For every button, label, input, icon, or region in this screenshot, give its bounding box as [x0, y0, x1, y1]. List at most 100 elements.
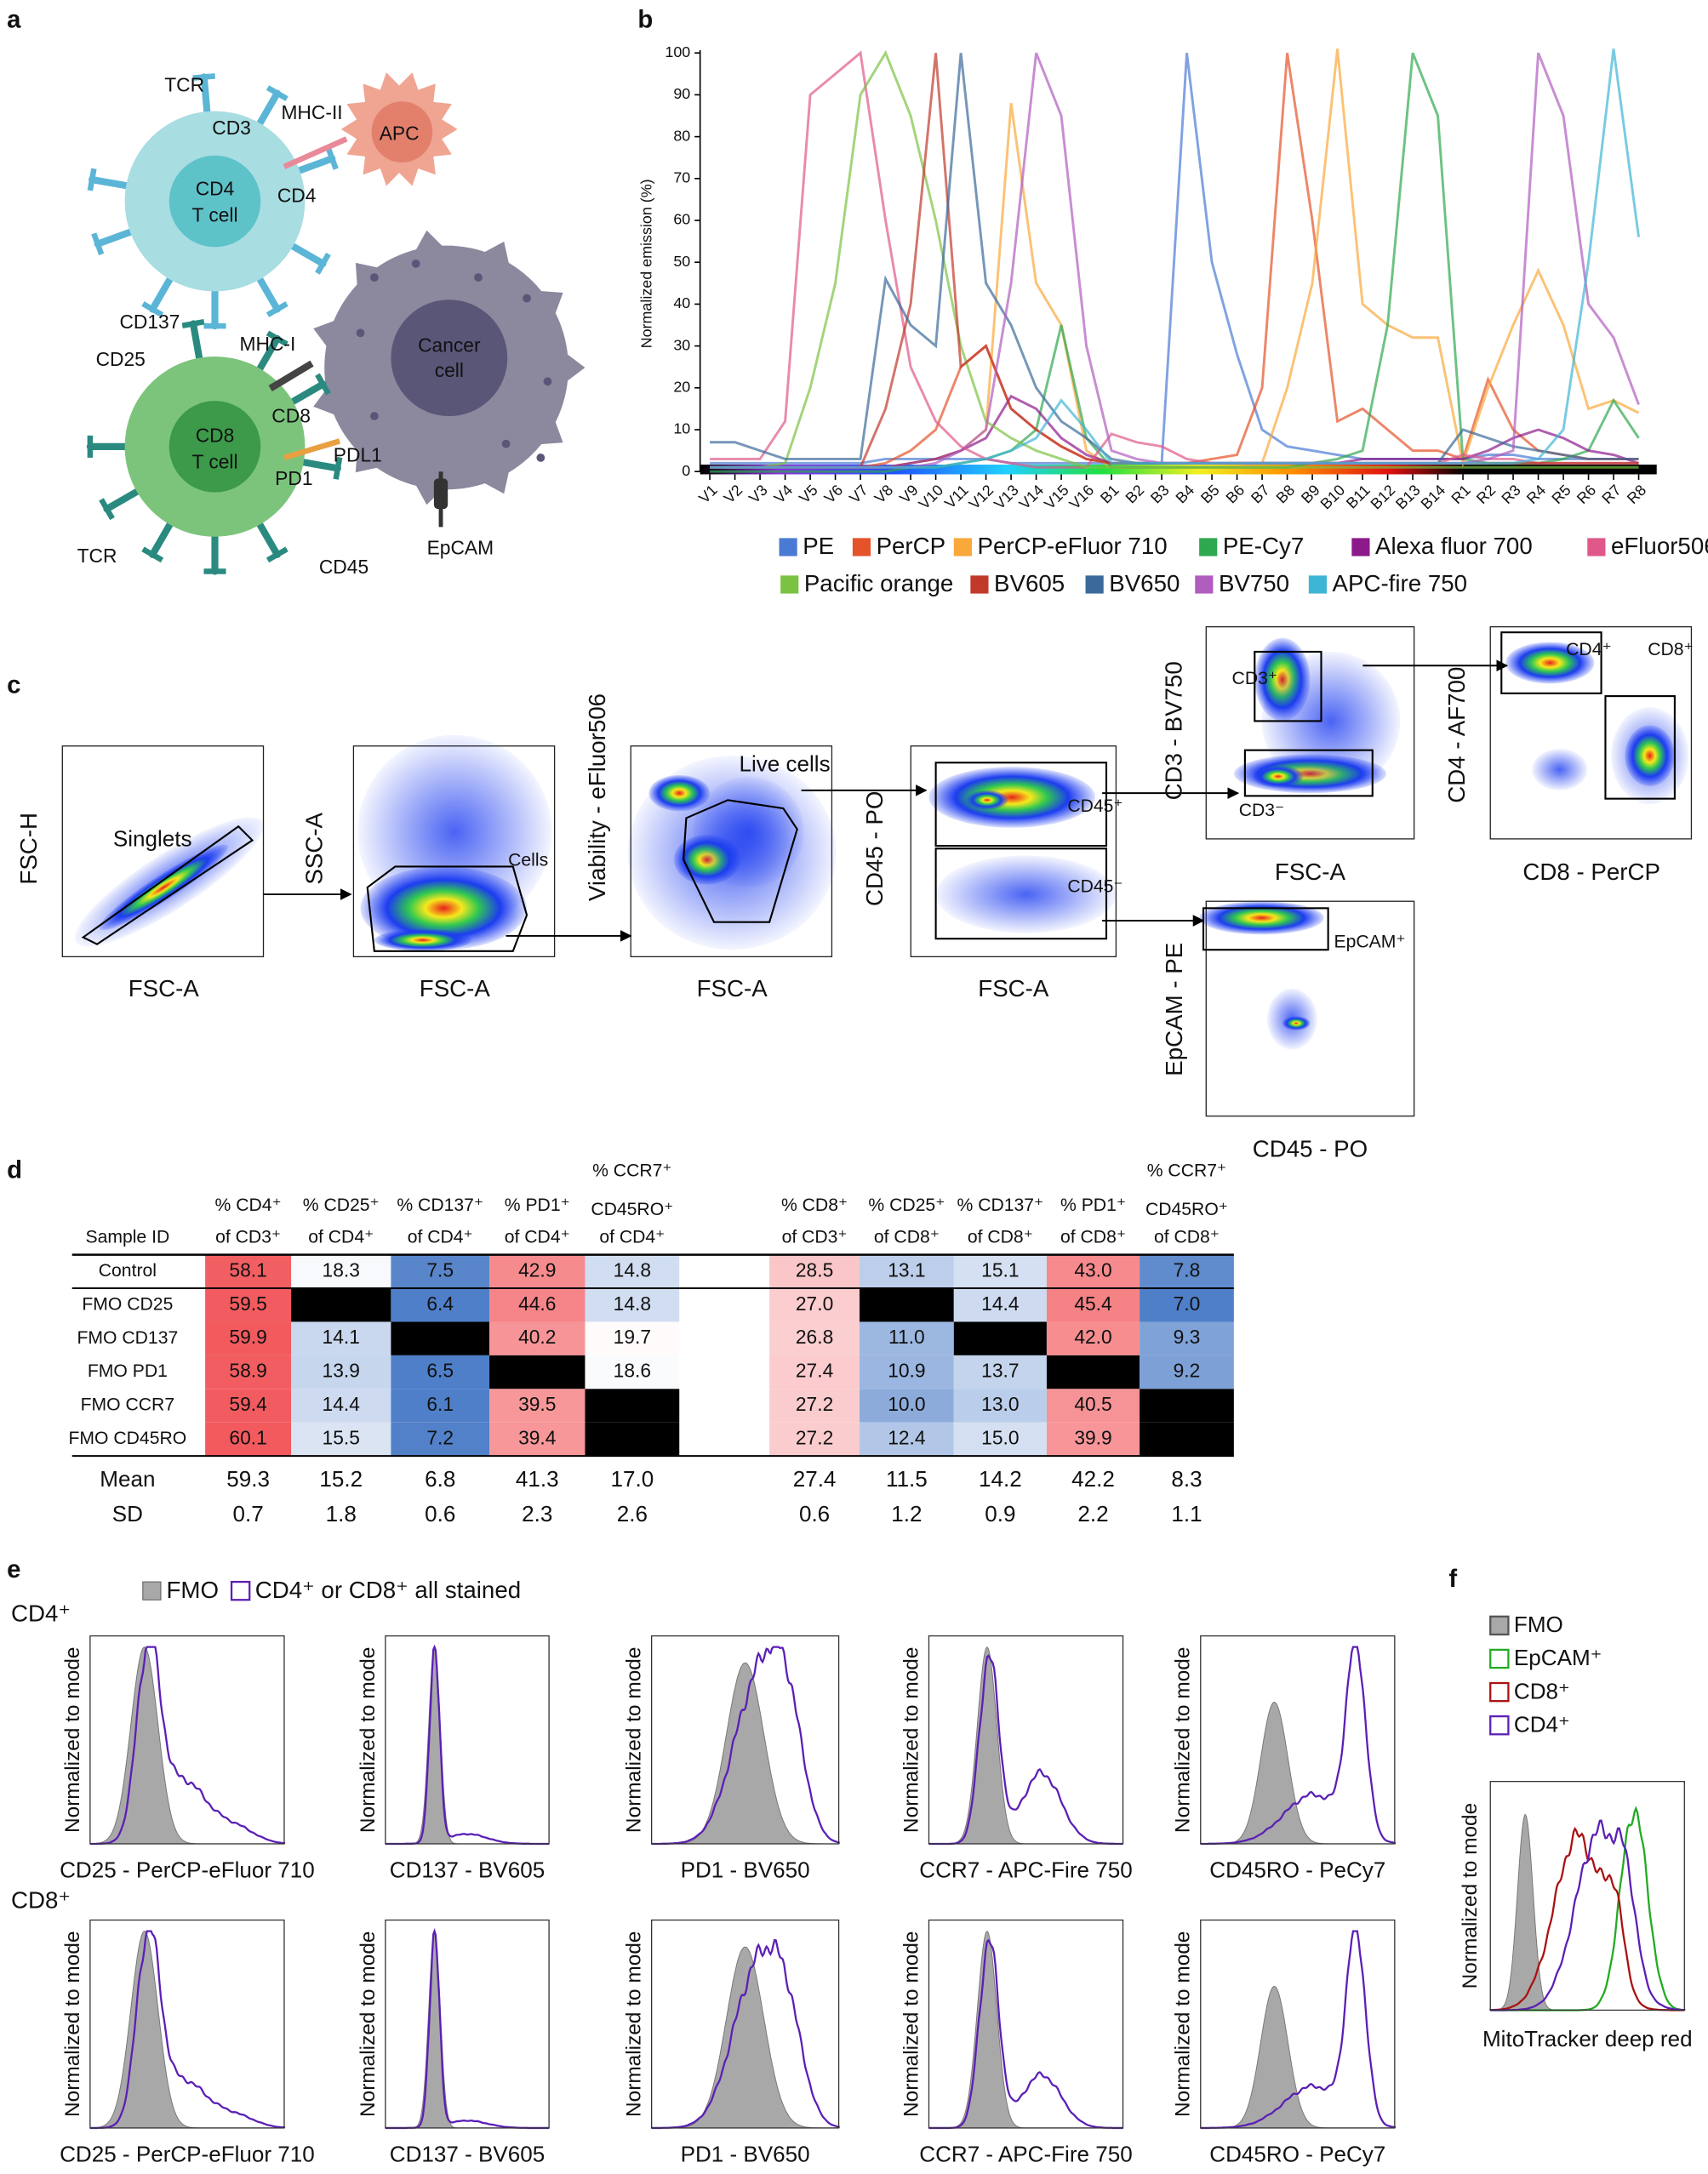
pd1-link	[283, 438, 341, 461]
table-cell	[291, 1254, 391, 1289]
table-value: 39.9	[1074, 1426, 1111, 1448]
legend-swatch	[142, 1581, 162, 1601]
table-cell	[953, 1422, 1047, 1457]
legend-swatch	[230, 1580, 251, 1601]
marker-label: TCR	[77, 545, 117, 567]
summary-value: 0.6	[799, 1501, 830, 1526]
stained-histogram	[1200, 1646, 1396, 1846]
plot-frame	[1205, 626, 1415, 840]
receptor-head	[141, 546, 164, 563]
table-value: 6.1	[426, 1393, 454, 1415]
receptor-head	[333, 456, 343, 480]
table-cell	[205, 1422, 292, 1457]
table-value: 59.9	[229, 1326, 266, 1348]
x-tick-label: B2	[1122, 482, 1148, 507]
x-tick-label: B13	[1392, 482, 1424, 513]
table-header: of CD3⁺	[215, 1228, 281, 1247]
table-header: of CD4⁺	[408, 1228, 473, 1247]
legend-swatch	[1489, 1615, 1510, 1636]
table-header: CD45RO⁺	[1145, 1200, 1228, 1219]
x-tick-label: R4	[1523, 482, 1549, 507]
axis-label: FSC-A	[129, 975, 200, 1001]
legend-swatch	[780, 575, 799, 594]
table-cell	[1140, 1422, 1234, 1457]
granule	[411, 259, 420, 268]
table-value: 27.2	[796, 1393, 833, 1415]
legend-label: BV650	[1109, 570, 1180, 596]
legend-swatch	[1308, 575, 1328, 594]
receptor-head	[325, 147, 339, 170]
summary-value: 41.3	[516, 1466, 559, 1492]
x-tick-label: R5	[1548, 482, 1574, 507]
table-cell	[769, 1389, 860, 1423]
fmo-histogram	[89, 1646, 284, 1845]
fmo-histogram	[1490, 1813, 1685, 2011]
marker-label: EpCAM	[427, 536, 494, 558]
table-value: 10.9	[888, 1360, 925, 1382]
panel-label: b	[637, 6, 653, 34]
gate-label: CD3⁻	[1239, 801, 1285, 820]
table-value: 14.4	[981, 1292, 1020, 1315]
y-tick-label: 100	[665, 43, 690, 60]
x-tick-label: V14	[1016, 482, 1048, 513]
table-value: 28.5	[796, 1258, 833, 1281]
table-cell	[769, 1288, 860, 1322]
table-cell	[391, 1389, 490, 1423]
table-cell	[489, 1321, 586, 1355]
y-tick-label: 0	[682, 462, 690, 479]
y-axis-label: Normalized to mode	[900, 1931, 923, 2117]
fmo-histogram	[385, 1929, 550, 2129]
density	[360, 866, 528, 950]
receptor	[285, 240, 327, 267]
cancer-nucleus	[391, 300, 508, 417]
table-cell	[391, 1422, 490, 1457]
x-axis-label: CD137 - BV605	[390, 2141, 545, 2166]
gate-label: CD3⁺	[1232, 669, 1278, 688]
x-tick-label: B5	[1197, 482, 1223, 507]
y-axis-label: Normalized to mode	[900, 1647, 923, 1834]
table-cell	[291, 1321, 391, 1355]
table-value: 13.7	[981, 1360, 1019, 1382]
table-cell	[291, 1389, 391, 1423]
y-tick-label: 20	[673, 379, 690, 396]
axis-label: FSC-A	[420, 975, 491, 1001]
plot-frame	[1200, 1635, 1396, 1845]
summary-value: 14.2	[979, 1466, 1022, 1492]
gate-label: Cells	[508, 851, 548, 870]
plot-frame	[61, 745, 265, 958]
receptor-head	[315, 373, 331, 396]
table-cell	[1046, 1321, 1140, 1355]
table-cell	[291, 1355, 391, 1389]
table-header: CD45RO⁺	[591, 1200, 673, 1219]
summary-value: 1.2	[891, 1501, 922, 1526]
plot-frame	[1200, 1919, 1396, 2129]
panel-label: e	[7, 1555, 20, 1583]
table-value: 14.8	[614, 1258, 651, 1281]
legend-swatch	[1199, 538, 1218, 556]
panel-label: c	[7, 670, 20, 699]
density	[966, 790, 1008, 810]
table-value: 18.6	[614, 1360, 651, 1382]
granule	[523, 294, 531, 303]
table-cell	[860, 1288, 954, 1322]
density	[374, 928, 471, 951]
stained-histogram	[651, 1646, 840, 1846]
table-cell	[489, 1355, 586, 1389]
table-header: % PD1⁺	[505, 1195, 570, 1215]
panel-label: d	[7, 1156, 22, 1184]
table-cell	[1046, 1254, 1140, 1289]
summary-value: 27.4	[793, 1466, 837, 1492]
table-header: of CD8⁺	[1154, 1228, 1220, 1247]
table-value: 60.1	[229, 1426, 266, 1448]
table-header: of CD3⁺	[782, 1228, 848, 1247]
spectrum-bar	[700, 465, 1657, 475]
stained-histogram	[385, 1644, 550, 1846]
mhc1-link	[268, 360, 314, 391]
marker-label: CD8	[271, 405, 311, 427]
row-label: FMO CD25	[82, 1294, 173, 1314]
receptor	[189, 320, 204, 366]
table-cell	[953, 1321, 1047, 1355]
gate	[81, 825, 254, 945]
receptor	[149, 271, 176, 313]
x-tick-label: B14	[1418, 482, 1449, 513]
